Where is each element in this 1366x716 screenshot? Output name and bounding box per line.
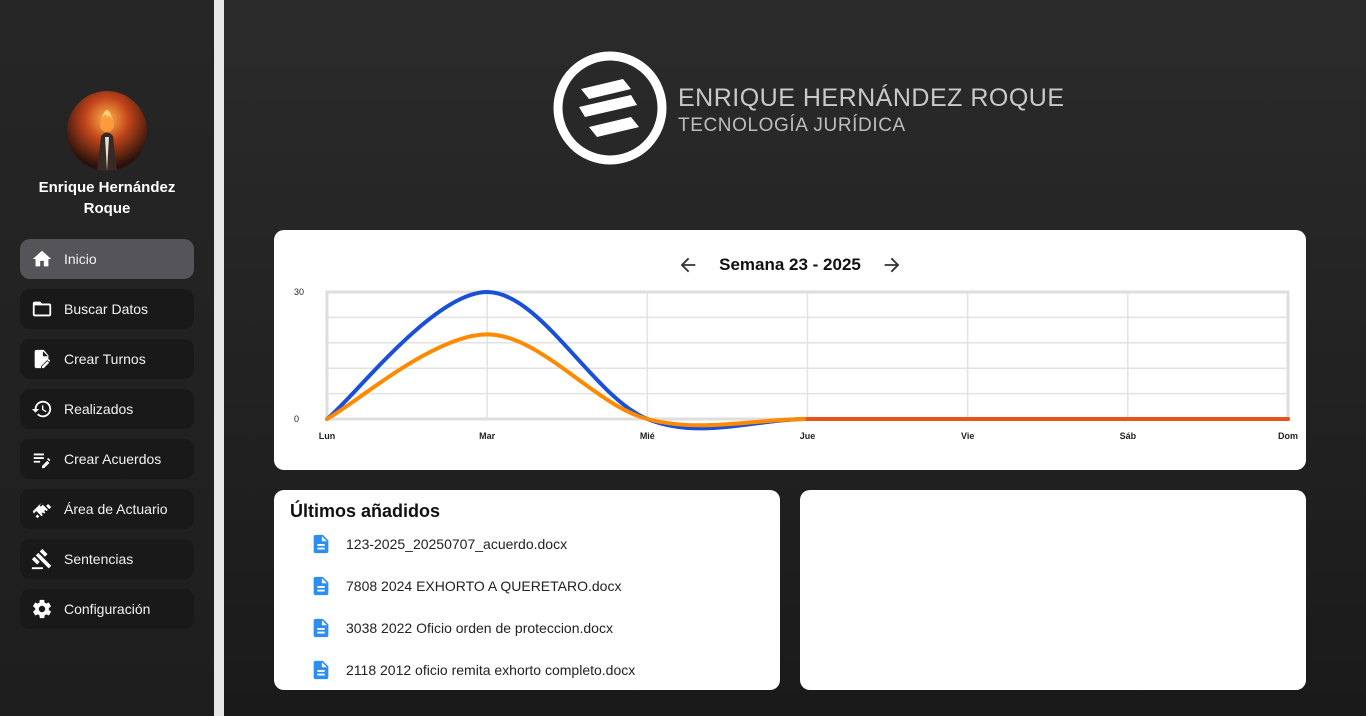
nav-label: Configuración [64, 601, 151, 617]
file-item[interactable]: 2118 2012 oficio remita exhorto completo… [310, 657, 635, 683]
nav-label: Crear Acuerdos [64, 451, 162, 467]
next-week-button[interactable] [881, 254, 903, 276]
gear-icon [30, 597, 54, 621]
file-edit-icon [30, 347, 54, 371]
nav-item-inicio[interactable]: Inicio [20, 239, 194, 279]
sidebar-divider[interactable] [214, 0, 224, 716]
nav-item-configuracion[interactable]: Configuración [20, 589, 194, 629]
nav-label: Buscar Datos [64, 301, 149, 317]
home-icon [30, 247, 54, 271]
nav-label: Realizados [64, 401, 134, 417]
handshake-icon [30, 497, 54, 521]
file-name: 2118 2012 oficio remita exhorto completo… [346, 662, 636, 678]
file-item[interactable]: 3038 2022 Oficio orden de proteccion.doc… [310, 615, 613, 641]
x-tick-label: Mar [479, 431, 496, 441]
edit-note-icon [30, 447, 54, 471]
x-tick-label: Sáb [1120, 431, 1137, 441]
brand-subtitle: TECNOLOGÍA JURÍDICA [678, 115, 906, 136]
nav-label: Crear Turnos [64, 351, 146, 367]
nav-item-area-actuario[interactable]: Área de Actuario [20, 489, 194, 529]
document-icon [313, 534, 329, 554]
empty-panel [800, 490, 1306, 690]
file-item[interactable]: 7808 2024 EXHORTO A QUERETARO.docx [310, 573, 621, 599]
brand-logo [551, 49, 669, 167]
line-chart: 0 30 Lun Mar Mié Jue Vie Sáb Dom [294, 287, 1298, 441]
brand-title: ENRIQUE HERNÁNDEZ ROQUE [678, 84, 1065, 112]
sidebar: Enrique Hernández Roque Inicio Buscar Da… [0, 0, 214, 716]
recent-title: Últimos añadidos [290, 501, 441, 521]
arrow-right-icon [884, 257, 900, 273]
nav-label: Área de Actuario [64, 501, 168, 517]
x-tick-label: Dom [1278, 431, 1298, 441]
file-item[interactable]: 123-2025_20250707_acuerdo.docx [310, 531, 567, 557]
x-tick-label: Jue [800, 431, 816, 441]
y-tick-label: 30 [294, 287, 304, 297]
file-name: 7808 2024 EXHORTO A QUERETARO.docx [346, 578, 622, 594]
arrow-left-icon [680, 257, 696, 273]
document-icon [313, 660, 329, 680]
x-tick-label: Lun [319, 431, 336, 441]
prev-week-button[interactable] [677, 254, 699, 276]
document-icon [313, 618, 329, 638]
file-name: 3038 2022 Oficio orden de proteccion.doc… [346, 620, 613, 636]
nav-item-crear-turnos[interactable]: Crear Turnos [20, 339, 194, 379]
y-tick-label: 0 [294, 414, 299, 424]
document-icon [313, 576, 329, 596]
user-name: Enrique Hernández Roque [38, 179, 176, 217]
week-selector: Semana 23 - 2025 [274, 254, 1306, 276]
nav-item-buscar-datos[interactable]: Buscar Datos [20, 289, 194, 329]
nav-item-sentencias[interactable]: Sentencias [20, 539, 194, 579]
recent-files-card: Últimos añadidos 123-2025_20250707_acuer… [274, 490, 780, 690]
nav-label: Sentencias [64, 551, 134, 567]
avatar[interactable] [67, 91, 147, 171]
folder-icon [30, 297, 54, 321]
x-tick-label: Vie [961, 431, 974, 441]
history-icon [30, 397, 54, 421]
week-title: Semana 23 - 2025 [719, 255, 861, 274]
file-name: 123-2025_20250707_acuerdo.docx [346, 536, 568, 552]
gavel-icon [30, 547, 54, 571]
nav-item-crear-acuerdos[interactable]: Crear Acuerdos [20, 439, 194, 479]
weekly-chart-card: Semana 23 - 2025 0 30 Lun Mar Mié Jue Vie Sáb Do… [274, 230, 1306, 470]
x-tick-label: Mié [640, 431, 655, 441]
nav-label: Inicio [64, 251, 97, 267]
nav-item-realizados[interactable]: Realizados [20, 389, 194, 429]
